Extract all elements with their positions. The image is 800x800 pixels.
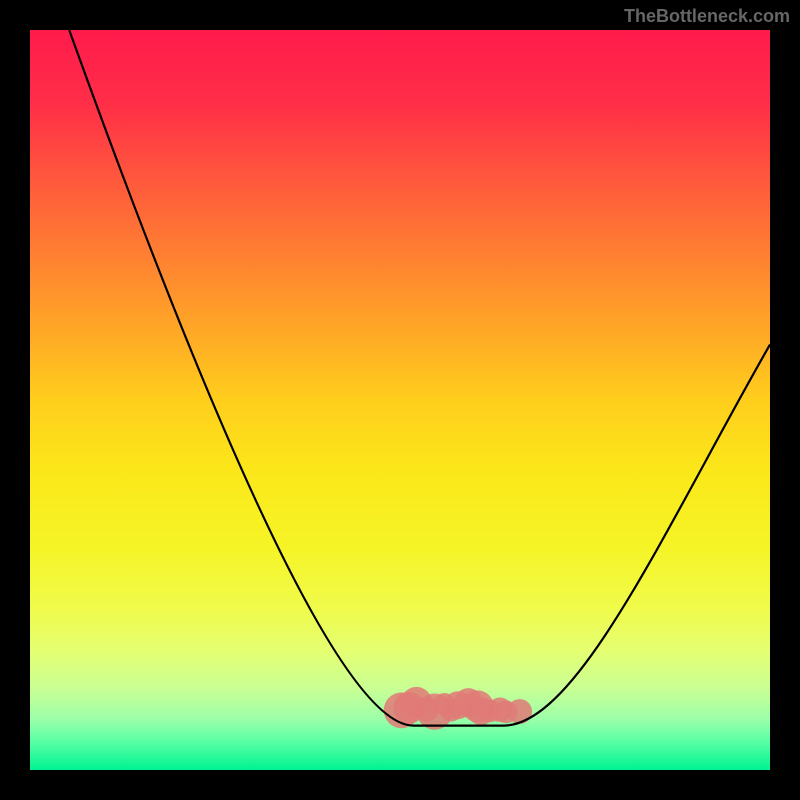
- valley-marker-dot: [507, 699, 532, 724]
- chart-plot-background: [30, 30, 770, 770]
- bottleneck-chart: [0, 0, 800, 800]
- chart-container: TheBottleneck.com: [0, 0, 800, 800]
- attribution-label: TheBottleneck.com: [624, 6, 790, 27]
